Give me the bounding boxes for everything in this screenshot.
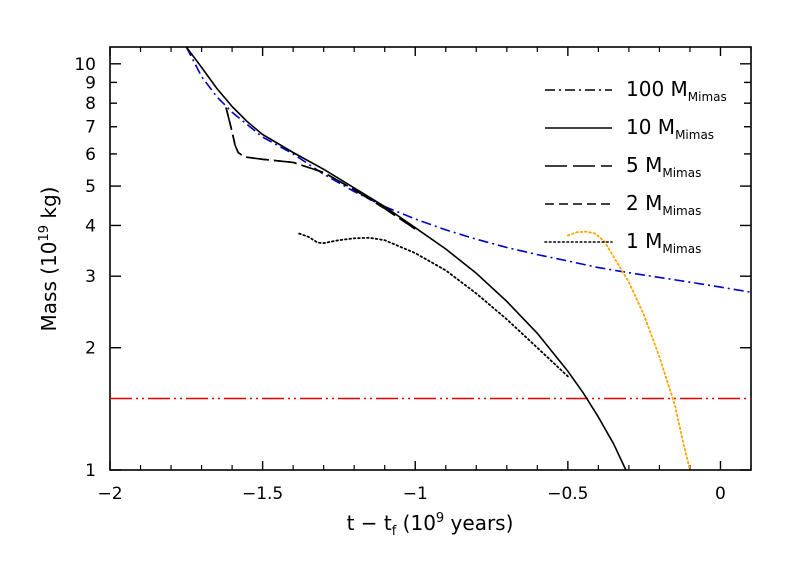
y-axis-title-sup: 19 [37,225,52,242]
x-axis-title-sup: 9 [436,511,444,526]
legend-label: 10 MMimas [626,115,714,142]
x-tick-label: −1.5 [242,484,283,504]
x-tick-label: 0 [715,484,726,504]
y-axis-title-main: Mass (10 [37,242,61,332]
x-axis-title-paren: (10 [396,511,436,535]
y-tick-label: 7 [85,118,96,138]
y-tick-label: 2 [85,339,96,359]
y-tick-label: 10 [74,55,96,75]
x-tick-label: −1 [403,484,428,504]
x-tick-label: −2 [97,484,122,504]
y-tick-label: 1 [85,461,96,481]
legend-label-main: 5 M [626,153,662,177]
legend-label-main: 2 M [626,191,662,215]
legend-label-main: 1 M [626,229,662,253]
legend-label-sub: Mimas [688,90,727,104]
legend-label: 100 MMimas [626,77,727,104]
series-line-1 [225,107,416,230]
legend-label-sub: Mimas [662,204,701,218]
y-tick-label: 6 [85,145,96,165]
x-axis-title-sub: f [392,524,397,539]
legend-label-main: 10 M [626,115,675,139]
legend-label: 5 MMimas [626,153,701,180]
legend-label-sub: Mimas [662,242,701,256]
plot-frame [109,46,752,471]
y-tick-label: 4 [85,216,96,236]
x-axis-title-end: years) [444,511,513,535]
y-tick-label: 8 [85,94,96,114]
legend-label: 1 MMimas [626,229,701,256]
legend-label-main: 100 M [626,77,688,101]
series-line-3 [298,232,569,378]
series-line-0 [185,46,627,471]
x-axis-title: t − tf (109 years) [347,511,514,539]
x-axis-title-main: t − t [347,511,392,535]
series-line-5 [567,230,691,471]
y-tick-label: 3 [85,267,96,287]
y-axis-title-end: kg) [37,187,61,225]
series-line-4 [185,46,752,293]
y-tick-label: 9 [85,73,96,93]
legend-label: 2 MMimas [626,191,701,218]
series-layer [110,46,752,471]
legend-label-sub: Mimas [675,128,714,142]
legend-label-sub: Mimas [662,166,701,180]
x-tick-label: −0.5 [547,484,588,504]
y-tick-label: 5 [85,177,96,197]
y-axis-title: Mass (1019 kg) [37,187,61,332]
